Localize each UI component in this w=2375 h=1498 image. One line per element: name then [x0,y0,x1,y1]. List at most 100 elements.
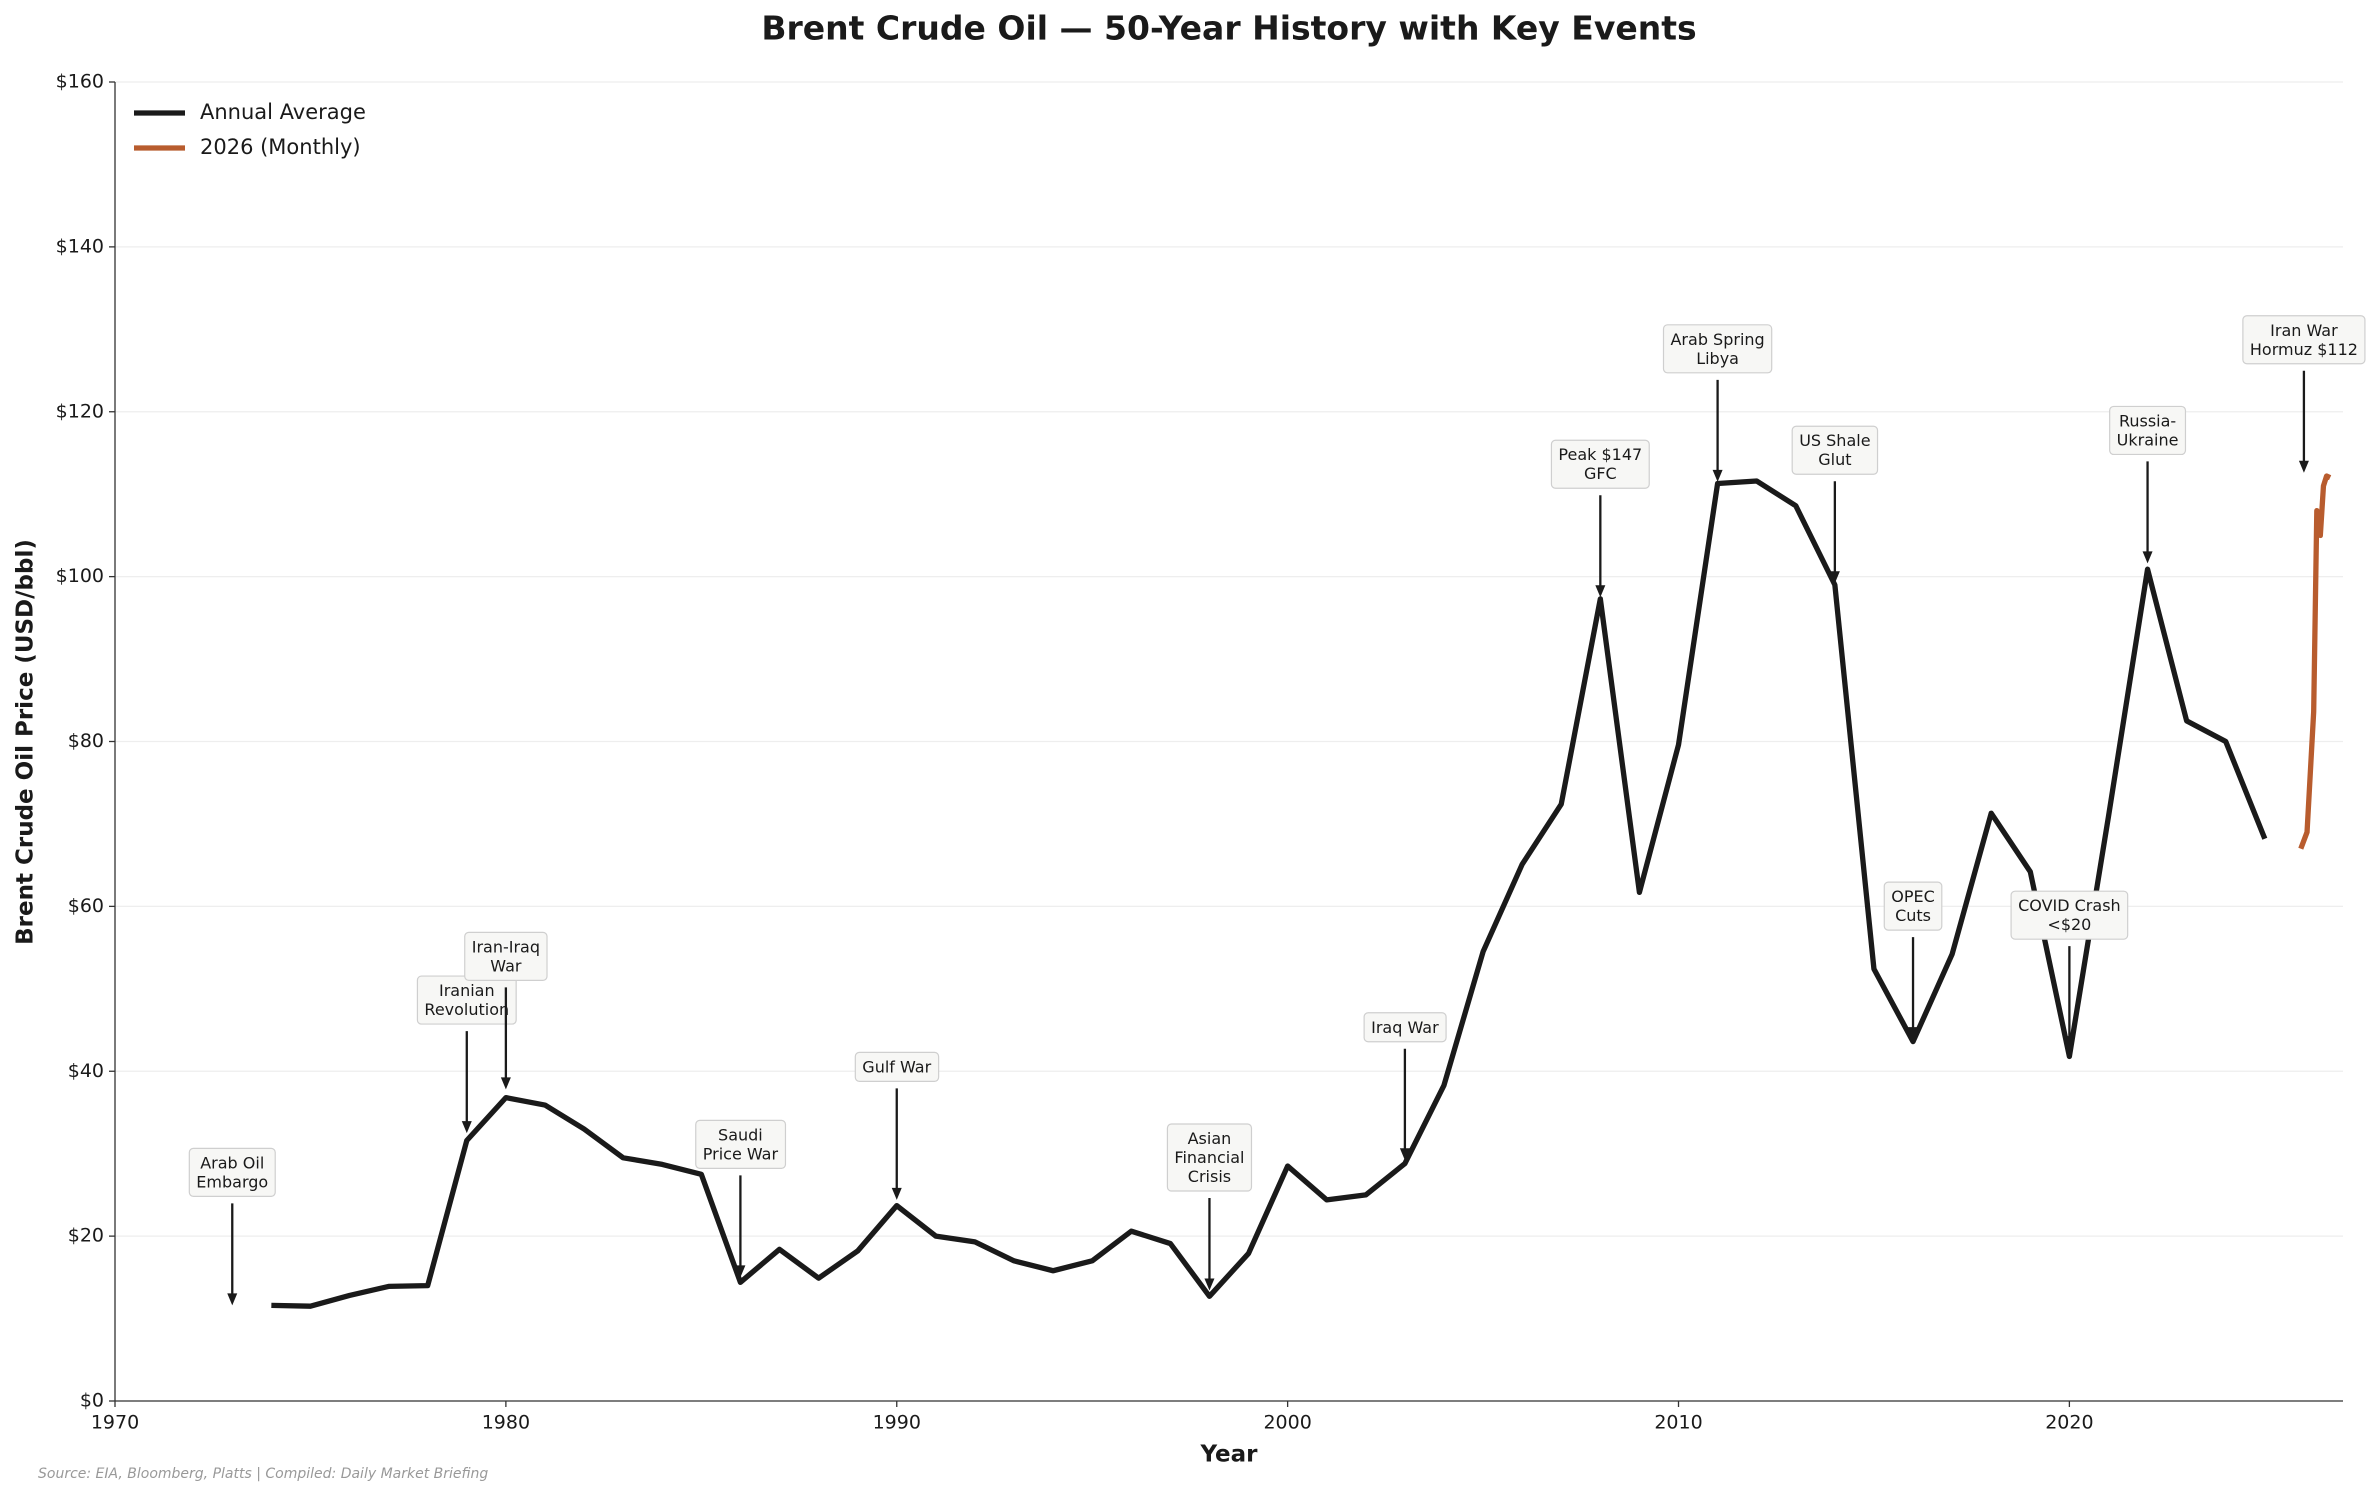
y-tick-label: $40 [68,1060,104,1082]
annotation-arrowhead [461,1121,472,1134]
annotation-arrowhead [1908,1027,1919,1040]
annotation-line: Arab Oil [200,1153,264,1172]
y-tick-label: $80 [68,730,104,752]
annotation-arrowhead [2298,460,2309,473]
annotation-box [1550,439,1650,489]
annotation-arrowhead [1204,1278,1215,1291]
x-tick-label: 1980 [482,1412,530,1434]
annotation-line: Crisis [1188,1167,1231,1186]
source-note: Source: EIA, Bloomberg, Platts | Compile… [38,1466,488,1482]
annotation-line: US Shale [1799,431,1870,450]
annotation-line: Russia- [2119,411,2176,430]
annotation-arrowhead [891,1187,902,1200]
annotation-line: Gulf War [862,1057,931,1076]
annotation-line: Arab Spring [1670,330,1764,349]
annotation-box [2010,890,2129,940]
annotation-line: Asian [1188,1129,1232,1148]
annotation-line: <$20 [2047,915,2091,934]
annotation-arrowhead [1829,571,1840,584]
annotation-line: Iran War [2270,321,2338,340]
x-tick-label: 1970 [91,1412,139,1434]
annotation-arrowhead [227,1293,238,1306]
annotation-box [695,1119,787,1169]
annotation-text: Russia-Ukraine [2117,411,2179,449]
annotation-line: Iranian [439,981,495,1000]
annotation-line: GFC [1584,464,1617,483]
data-line [271,478,2268,1309]
annotation: Russia-Ukraine [2109,405,2187,456]
annotation-line: Peak $147 [1558,445,1642,464]
data-line [2298,473,2332,850]
annotation-box [1883,881,1943,931]
annotation-line: Hormuz $112 [2250,340,2358,359]
chart-title: Brent Crude Oil — 50-Year History with K… [761,9,1696,48]
grid [115,81,2343,1402]
y-tick-label: $20 [68,1225,104,1247]
y-tick-label: $100 [56,565,104,587]
annotation-line: War [490,956,522,975]
annotation-arrowhead [500,1077,511,1090]
annotation: Gulf War [854,1051,940,1082]
annotation-line: Financial [1174,1148,1244,1167]
annotation-line: Embargo [196,1172,268,1191]
y-tick-label: $60 [68,895,104,917]
annotation-arrowhead [1712,469,1723,482]
annotation-arrowhead [735,1265,746,1278]
x-tick-label: 2010 [1654,1412,1702,1434]
annotation-text: COVID Crash<$20 [2018,896,2121,934]
annotation: Iraq War [1363,1012,1447,1043]
annotation-box [464,931,548,981]
annotation-box [188,1147,276,1197]
annotation-box [854,1051,940,1082]
annotation-line: Ukraine [2117,430,2179,449]
annotation-line: Iran-Iraq [472,937,540,956]
annotation-line: Iraq War [1371,1018,1439,1037]
annotation-line: Saudi [718,1125,763,1144]
annotation-line: Revolution [424,1000,509,1019]
annotation-line: Libya [1696,349,1739,368]
x-tick-label: 2020 [2045,1412,2093,1434]
annotation-box [1363,1012,1447,1043]
y-tick-label: $120 [56,400,104,422]
annotation-arrowhead [1399,1148,1410,1161]
annotation-arrowhead [2064,1036,2075,1049]
x-tick-label: 2000 [1263,1412,1311,1434]
legend-label: 2026 (Monthly) [200,135,361,159]
annotation-arrowhead [2142,551,2153,564]
annotation-text: Iraq War [1371,1018,1439,1037]
annotation-box [1662,324,1773,374]
annotation: COVID Crash<$20 [2010,890,2129,940]
x-axis-label: Year [1199,1442,1258,1468]
legend-label: Annual Average [200,100,366,124]
y-tick-label: $140 [56,235,104,257]
y-axis-label: Brent Crude Oil Price (USD/bbl) [13,539,39,945]
annotation-line: Cuts [1895,906,1931,925]
annotation-text: Gulf War [862,1057,931,1076]
annotation-line: Price War [703,1144,779,1163]
annotation-line: COVID Crash [2018,896,2121,915]
annotation-line: OPEC [1891,887,1935,906]
x-tick-label: 1990 [873,1412,921,1434]
